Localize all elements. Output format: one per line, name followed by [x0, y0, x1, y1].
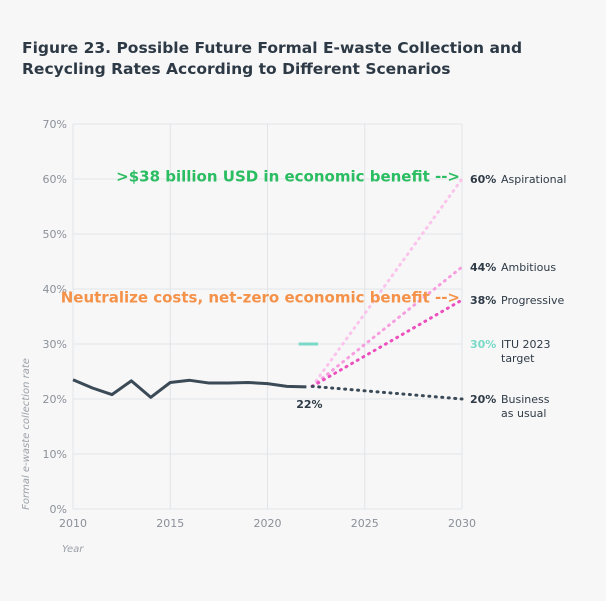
annotation-2: Neutralize costs, net-zero economic bene…: [61, 288, 460, 306]
y-tick-label: 0%: [50, 503, 67, 516]
scenario-value-business-as-usual: 20%: [470, 393, 496, 406]
y-tick-label: 30%: [43, 338, 67, 351]
x-axis-label: Year: [62, 544, 84, 555]
scenario-name-progressive: Progressive: [501, 294, 565, 307]
scenario-value-aspirational: 60%: [470, 173, 496, 186]
scenario-name-target: ITU 2023: [501, 338, 551, 351]
scenario-name-business-as-usual: Business: [501, 393, 550, 406]
y-tick-label: 50%: [43, 228, 67, 241]
y-tick-label: 60%: [43, 173, 67, 186]
historical-end-label: 22%: [296, 398, 322, 411]
scenario-line-business-as-usual: [310, 384, 464, 401]
scenario-value-ambitious: 44%: [470, 261, 496, 274]
scenario-name-business-as-usual: as usual: [501, 407, 546, 420]
scenario-name-ambitious: Ambitious: [501, 261, 556, 274]
y-tick-label: 70%: [43, 118, 67, 131]
chart-title: Figure 23. Possible Future Formal E-wast…: [22, 39, 523, 78]
x-tick-label: 2030: [448, 517, 476, 530]
scenario-value-progressive: 38%: [470, 294, 496, 307]
x-tick-label: 2025: [351, 517, 379, 530]
annotation-1: >$38 billion USD in economic benefit -->: [116, 167, 460, 185]
x-tick-label: 2010: [59, 517, 87, 530]
scenario-line-aspirational: [310, 177, 464, 388]
scenario-value-target: 30%: [470, 338, 496, 351]
historical-line: [72, 378, 307, 399]
scenario-line-progressive: [310, 298, 464, 388]
scenario-name-aspirational: Aspirational: [501, 173, 566, 186]
scenario-name-target: target: [501, 352, 535, 365]
x-tick-label: 2015: [156, 517, 184, 530]
y-tick-label: 40%: [43, 283, 67, 296]
y-axis-label: Formal e-waste collection rate: [21, 358, 32, 510]
y-tick-label: 10%: [43, 448, 67, 461]
scenario-line-ambitious: [310, 265, 464, 388]
x-tick-label: 2020: [254, 517, 282, 530]
y-tick-label: 20%: [43, 393, 67, 406]
